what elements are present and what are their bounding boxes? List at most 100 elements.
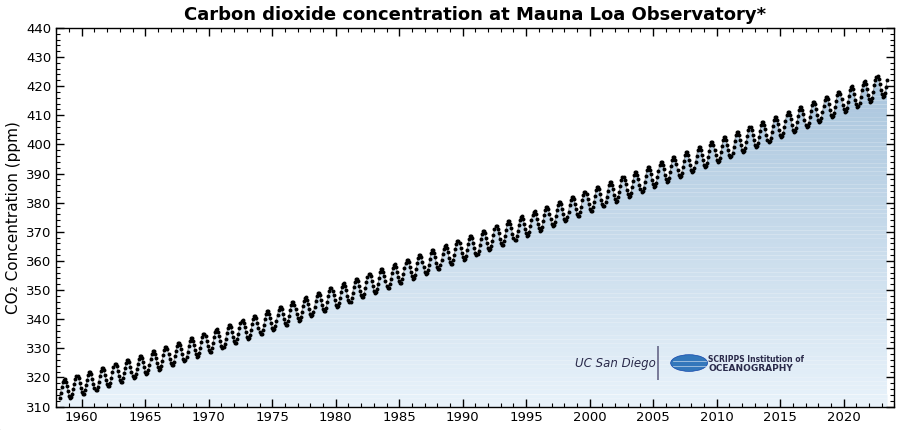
Point <box>156 352 170 359</box>
Point <box>799 123 814 130</box>
Point <box>463 233 477 240</box>
Point <box>250 319 265 326</box>
Point <box>278 319 293 326</box>
Point <box>829 97 843 104</box>
Point <box>477 227 491 234</box>
Point <box>866 89 880 95</box>
Point <box>645 176 660 183</box>
Point <box>212 333 227 340</box>
Point <box>607 191 621 198</box>
Point <box>576 192 590 199</box>
Point <box>742 124 757 131</box>
Point <box>657 166 671 173</box>
Point <box>76 390 90 397</box>
Point <box>202 347 216 353</box>
Point <box>61 388 76 395</box>
Point <box>270 311 284 318</box>
Point <box>518 225 532 232</box>
Point <box>233 320 248 327</box>
Point <box>471 251 485 258</box>
Point <box>314 296 328 303</box>
Point <box>230 336 245 343</box>
Point <box>628 169 643 175</box>
Point <box>811 116 825 123</box>
Point <box>72 379 86 386</box>
Point <box>100 381 114 387</box>
Point <box>189 351 203 358</box>
Point <box>185 337 200 344</box>
Point <box>213 338 228 345</box>
Point <box>118 364 132 371</box>
Point <box>800 123 814 130</box>
Point <box>585 207 599 214</box>
Point <box>143 356 157 363</box>
Point <box>323 285 338 292</box>
Point <box>685 169 699 175</box>
Point <box>165 362 179 369</box>
Point <box>261 308 275 315</box>
Point <box>719 136 733 143</box>
Point <box>553 198 567 205</box>
Point <box>274 306 289 313</box>
Point <box>316 306 330 313</box>
Point <box>541 206 555 212</box>
Point <box>608 196 622 203</box>
Point <box>369 289 383 296</box>
Point <box>155 357 169 364</box>
Point <box>162 356 176 362</box>
Point <box>780 109 795 116</box>
Point <box>787 129 801 135</box>
Point <box>183 338 197 345</box>
Point <box>562 202 577 209</box>
Point <box>846 86 860 92</box>
Point <box>69 372 84 379</box>
Point <box>626 177 640 184</box>
Point <box>676 164 690 171</box>
Point <box>612 188 626 195</box>
Point <box>725 150 740 157</box>
Point <box>130 360 145 367</box>
Point <box>137 364 151 371</box>
Point <box>539 203 554 210</box>
Point <box>325 287 339 294</box>
Point <box>395 276 410 283</box>
Point <box>202 349 217 356</box>
Point <box>611 194 625 201</box>
Point <box>720 141 734 148</box>
Point <box>484 243 499 249</box>
Point <box>282 313 296 319</box>
Point <box>707 146 722 153</box>
Point <box>497 238 511 245</box>
Point <box>483 246 498 253</box>
Point <box>680 149 694 156</box>
Point <box>375 266 390 273</box>
Point <box>706 138 720 145</box>
Point <box>435 256 449 263</box>
Point <box>74 384 88 391</box>
Point <box>360 274 374 281</box>
Point <box>858 78 872 85</box>
Point <box>880 77 895 84</box>
Point <box>559 217 573 224</box>
Point <box>812 119 826 126</box>
Point <box>257 316 272 323</box>
Text: OCEANOGRAPHY: OCEANOGRAPHY <box>708 364 793 373</box>
Point <box>736 149 751 156</box>
Point <box>525 217 539 224</box>
Point <box>509 233 524 240</box>
Point <box>503 220 517 227</box>
Point <box>773 131 788 138</box>
Point <box>359 279 374 286</box>
Point <box>221 322 236 329</box>
Point <box>120 356 134 363</box>
Point <box>699 163 714 170</box>
Point <box>832 88 846 95</box>
Point <box>184 335 199 342</box>
Point <box>700 160 715 166</box>
Point <box>87 384 102 391</box>
Point <box>68 380 82 387</box>
Point <box>536 218 550 225</box>
Point <box>543 210 557 217</box>
Point <box>105 369 120 375</box>
Point <box>760 132 774 138</box>
